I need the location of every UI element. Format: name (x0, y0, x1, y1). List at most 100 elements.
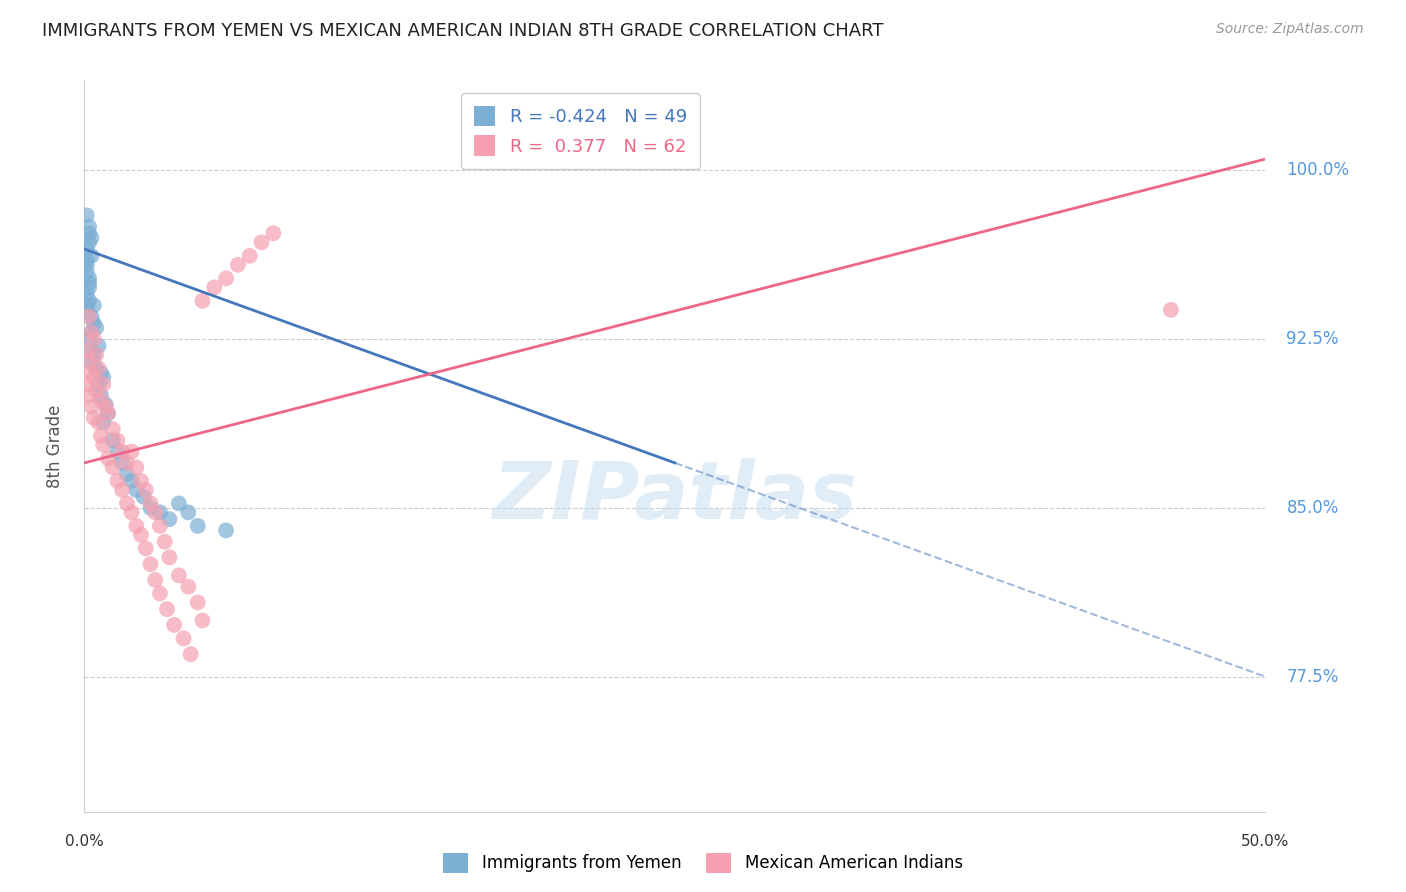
Point (115, 467, 138, 482)
Point (177, 505, 200, 519)
Text: 100.0%: 100.0% (1286, 161, 1350, 179)
Point (87, 361, 110, 376)
Text: Source: ZipAtlas.com: Source: ZipAtlas.com (1216, 22, 1364, 37)
Point (90, 392, 112, 407)
Point (83, 348, 105, 362)
Point (83, 370, 105, 384)
Point (76, 343, 98, 358)
Point (97, 406, 120, 420)
Point (129, 528, 152, 542)
Point (80, 310, 103, 324)
Point (111, 444, 134, 458)
Point (157, 512, 180, 526)
Point (83, 410, 105, 425)
Point (107, 444, 129, 458)
Point (107, 434, 129, 448)
Point (91, 438, 114, 452)
Point (76, 253, 98, 268)
Point (139, 496, 162, 510)
Point (76, 302, 98, 317)
Point (121, 444, 143, 458)
Point (187, 519, 209, 533)
Text: 50.0%: 50.0% (1241, 834, 1289, 849)
Point (77, 227, 100, 241)
Point (250, 235, 273, 250)
Point (111, 456, 134, 470)
Point (80, 354, 103, 368)
Text: 85.0%: 85.0% (1286, 499, 1339, 516)
Legend: Immigrants from Yemen, Mexican American Indians: Immigrants from Yemen, Mexican American … (437, 847, 969, 880)
Point (76, 377, 98, 392)
Point (129, 474, 152, 488)
Point (84, 384, 107, 398)
Point (125, 460, 148, 475)
Point (191, 614, 214, 628)
Point (215, 524, 238, 538)
Point (77, 235, 100, 250)
Point (77, 293, 100, 308)
Point (94, 397, 117, 411)
Point (121, 505, 143, 519)
Point (80, 326, 103, 340)
Text: IMMIGRANTS FROM YEMEN VS MEXICAN AMERICAN INDIAN 8TH GRADE CORRELATION CHART: IMMIGRANTS FROM YEMEN VS MEXICAN AMERICA… (42, 22, 884, 40)
Point (84, 348, 107, 362)
Text: 0.0%: 0.0% (65, 834, 104, 849)
Point (87, 377, 110, 392)
Point (97, 406, 120, 420)
Point (80, 231, 103, 245)
Point (132, 490, 155, 504)
Point (77, 276, 100, 290)
Point (107, 474, 129, 488)
Point (226, 258, 249, 272)
Point (90, 429, 112, 443)
Point (202, 280, 225, 294)
Point (101, 460, 124, 475)
Point (239, 249, 262, 263)
Point (143, 573, 166, 587)
Point (87, 416, 110, 430)
Point (77, 271, 100, 285)
Point (167, 568, 190, 582)
Point (191, 293, 214, 308)
Point (115, 496, 138, 510)
Point (84, 361, 107, 376)
Text: 77.5%: 77.5% (1286, 668, 1339, 686)
Point (139, 557, 162, 571)
Point (76, 208, 98, 222)
Point (77, 280, 100, 294)
Point (77, 388, 100, 402)
Point (76, 264, 98, 278)
Point (76, 242, 98, 256)
Point (83, 316, 105, 330)
Text: ZIPatlas: ZIPatlas (492, 458, 858, 536)
Point (121, 474, 143, 488)
Point (91, 370, 114, 384)
Point (180, 647, 202, 661)
Point (177, 580, 200, 594)
Point (262, 227, 284, 241)
Legend: R = -0.424   N = 49, R =  0.377   N = 62: R = -0.424 N = 49, R = 0.377 N = 62 (461, 93, 700, 169)
Point (91, 416, 114, 430)
Point (76, 258, 98, 272)
Point (97, 451, 120, 466)
Text: 92.5%: 92.5% (1286, 330, 1339, 348)
Point (1160, 302, 1182, 317)
Point (135, 541, 157, 556)
Y-axis label: 8th Grade: 8th Grade (45, 404, 63, 488)
Point (80, 366, 103, 380)
Point (115, 456, 138, 470)
Point (94, 400, 117, 414)
Point (83, 332, 105, 346)
Point (91, 377, 114, 392)
Point (139, 500, 162, 515)
Point (149, 505, 172, 519)
Point (125, 519, 148, 533)
Point (125, 483, 148, 497)
Point (173, 632, 195, 646)
Point (84, 321, 107, 335)
Point (156, 602, 179, 616)
Point (143, 505, 166, 519)
Point (101, 422, 124, 436)
Point (111, 483, 134, 497)
Point (215, 271, 238, 285)
